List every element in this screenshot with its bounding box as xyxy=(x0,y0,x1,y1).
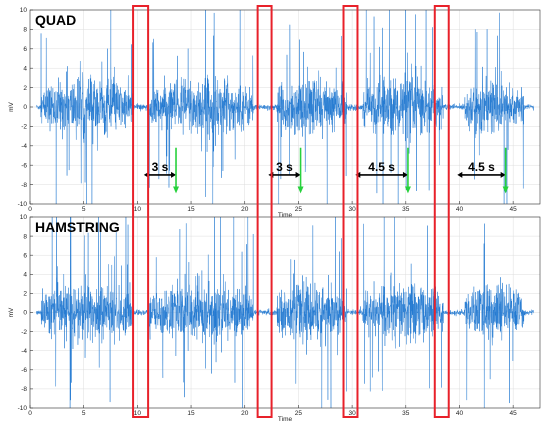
x-tick-label: 0 xyxy=(28,410,32,417)
interval-arrow-left-head xyxy=(457,171,463,178)
panel-hamstring: 0 5 10 15 20 25 30 35 40 45 -10 -8 -6 -4 -2 0 2 4 6 8 10 Time… xyxy=(8,214,541,423)
panel-title: HAMSTRING xyxy=(35,219,120,235)
x-tick-label: 25 xyxy=(295,410,303,417)
y-tick-label: 0 xyxy=(23,310,27,317)
y-tick-label: 8 xyxy=(23,27,27,34)
y-tick-label: -2 xyxy=(21,124,27,131)
x-tick-label: 5 xyxy=(82,410,86,417)
y-tick-label: -4 xyxy=(21,348,27,355)
interval-arrow-right-head xyxy=(171,171,177,178)
x-tick-label: 20 xyxy=(241,410,249,417)
x-tick-label: 15 xyxy=(187,410,195,417)
x-axis-label: Time xyxy=(278,416,293,423)
y-tick-label: -8 xyxy=(21,386,27,393)
interval-arrow-right-head xyxy=(500,171,506,178)
x-tick-label: 25 xyxy=(295,206,303,213)
y-tick-label: -4 xyxy=(21,143,27,150)
x-tick-label: 20 xyxy=(241,206,249,213)
x-tick-label: 30 xyxy=(348,206,356,213)
highlight-box xyxy=(256,5,273,418)
interval-annotation: 4.5 s xyxy=(355,147,411,194)
y-tick-label: 6 xyxy=(23,252,27,259)
interval-label: 4.5 s xyxy=(368,160,395,174)
signal-trace xyxy=(36,216,534,409)
onset-arrow-head xyxy=(502,186,509,194)
x-tick-label: 30 xyxy=(348,410,356,417)
x-tick-label: 15 xyxy=(187,206,195,213)
y-axis-label: mV xyxy=(8,101,15,111)
onset-arrow-head xyxy=(404,186,411,194)
signal-trace xyxy=(36,9,534,205)
interval-arrow-right-head xyxy=(402,171,408,178)
y-tick-label: -2 xyxy=(21,329,27,336)
onset-arrow-head xyxy=(297,186,304,194)
interval-annotation: 4.5 s xyxy=(457,147,509,194)
x-tick-label: 10 xyxy=(134,206,142,213)
panel-quad: 0 5 10 15 20 25 30 35 40 45 -10 -8 -6 -4 -2 0 2 4 6 8 10 Time… xyxy=(8,7,541,219)
x-tick-label: 35 xyxy=(402,206,410,213)
y-tick-label: 4 xyxy=(23,272,27,279)
highlight-box xyxy=(433,5,450,418)
interval-annotation: 3 s xyxy=(143,147,180,194)
interval-label: 4.5 s xyxy=(468,160,495,174)
y-tick-label: 8 xyxy=(23,233,27,240)
highlight-box xyxy=(132,5,150,418)
x-tick-label: 0 xyxy=(28,206,32,213)
x-tick-label: 10 xyxy=(134,410,142,417)
panel-title: QUAD xyxy=(35,12,76,28)
y-tick-label: -6 xyxy=(21,367,27,374)
y-tick-label: -8 xyxy=(21,182,27,189)
x-tick-label: 35 xyxy=(402,410,410,417)
x-tick-label: 40 xyxy=(456,410,464,417)
interval-arrow-right-head xyxy=(295,171,301,178)
y-tick-label: -10 xyxy=(18,405,28,412)
y-tick-label: 4 xyxy=(23,65,27,72)
interval-label: 3 s xyxy=(276,160,293,174)
onset-arrow-head xyxy=(173,186,180,194)
interval-label: 3 s xyxy=(152,160,169,174)
x-tick-label: 45 xyxy=(510,410,518,417)
x-tick-label: 45 xyxy=(510,206,518,213)
y-tick-label: 6 xyxy=(23,46,27,53)
y-tick-label: 10 xyxy=(20,214,28,221)
x-axis-label: Time xyxy=(278,212,293,219)
y-tick-label: 0 xyxy=(23,104,27,111)
y-tick-label: 10 xyxy=(20,7,28,14)
y-tick-label: 2 xyxy=(23,85,27,92)
y-axis-label: mV xyxy=(8,307,15,317)
y-tick-label: 2 xyxy=(23,291,27,298)
x-tick-label: 5 xyxy=(82,206,86,213)
y-tick-label: -6 xyxy=(21,162,27,169)
x-tick-label: 40 xyxy=(456,206,464,213)
highlight-box xyxy=(342,5,359,418)
y-tick-label: -10 xyxy=(18,201,28,208)
